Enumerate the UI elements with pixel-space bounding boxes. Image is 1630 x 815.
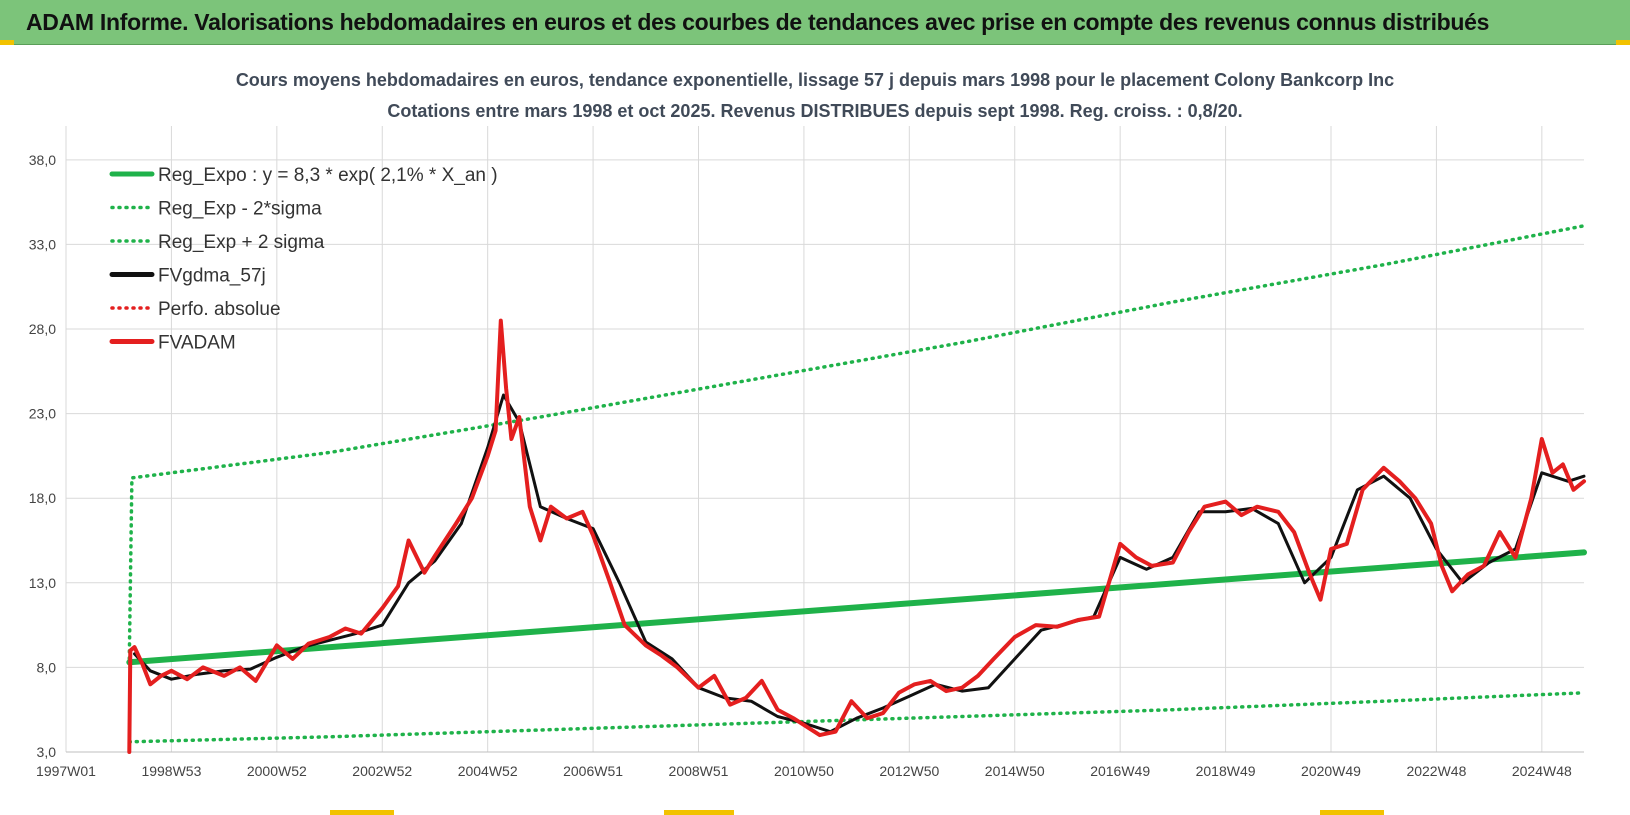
y-tick-label: 3,0 — [37, 744, 57, 760]
y-tick-label: 13,0 — [29, 575, 56, 591]
x-tick-label: 2018W49 — [1196, 763, 1256, 779]
x-tick-label: 2022W48 — [1406, 763, 1466, 779]
legend-label: Reg_Expo : y = 8,3 * exp( 2,1% * X_an ) — [158, 165, 498, 186]
bottom-marker-3 — [1320, 810, 1384, 815]
y-tick-label: 23,0 — [29, 406, 56, 422]
legend-label: Reg_Exp + 2 sigma — [158, 232, 325, 253]
report-banner: ADAM Informe. Valorisations hebdomadaire… — [0, 0, 1630, 45]
x-tick-label: 2004W52 — [458, 763, 518, 779]
corner-marker-right — [1616, 40, 1630, 45]
bottom-marker-2 — [664, 810, 734, 815]
y-tick-label: 8,0 — [37, 659, 57, 675]
x-tick-label: 2002W52 — [352, 763, 412, 779]
series-line-0 — [126, 549, 1587, 666]
chart-title: Cours moyens hebdomadaires en euros, ten… — [235, 70, 1395, 90]
chart-subtitle: Cotations entre mars 1998 et oct 2025. R… — [387, 101, 1243, 121]
x-tick-label: 2012W50 — [879, 763, 939, 779]
x-tick-label: 2024W48 — [1512, 763, 1572, 779]
legend-label: FVgdma_57j — [158, 266, 266, 287]
x-tick-label: 2006W51 — [563, 763, 623, 779]
legend-label: FVADAM — [158, 333, 236, 354]
x-tick-label: 2016W49 — [1090, 763, 1150, 779]
series-line-2 — [127, 224, 1586, 661]
series-line-3 — [133, 393, 1586, 734]
y-tick-label: 18,0 — [29, 490, 56, 506]
x-tick-label: 1997W01 — [36, 763, 96, 779]
series-line-5 — [127, 318, 1586, 754]
legend-label: Reg_Exp - 2*sigma — [158, 199, 322, 220]
x-tick-label: 2014W50 — [985, 763, 1045, 779]
x-tick-label: 2010W50 — [774, 763, 834, 779]
y-tick-label: 28,0 — [29, 321, 56, 337]
y-tick-label: 33,0 — [29, 236, 56, 252]
legend-label: Perfo. absolue — [158, 299, 281, 320]
x-tick-label: 2020W49 — [1301, 763, 1361, 779]
bottom-marker-1 — [330, 810, 394, 815]
corner-marker-left — [0, 40, 14, 45]
x-tick-label: 1998W53 — [141, 763, 201, 779]
x-tick-label: 2008W51 — [669, 763, 729, 779]
y-tick-label: 38,0 — [29, 152, 56, 168]
report-title: ADAM Informe. Valorisations hebdomadaire… — [26, 9, 1490, 35]
x-tick-label: 2000W52 — [247, 763, 307, 779]
